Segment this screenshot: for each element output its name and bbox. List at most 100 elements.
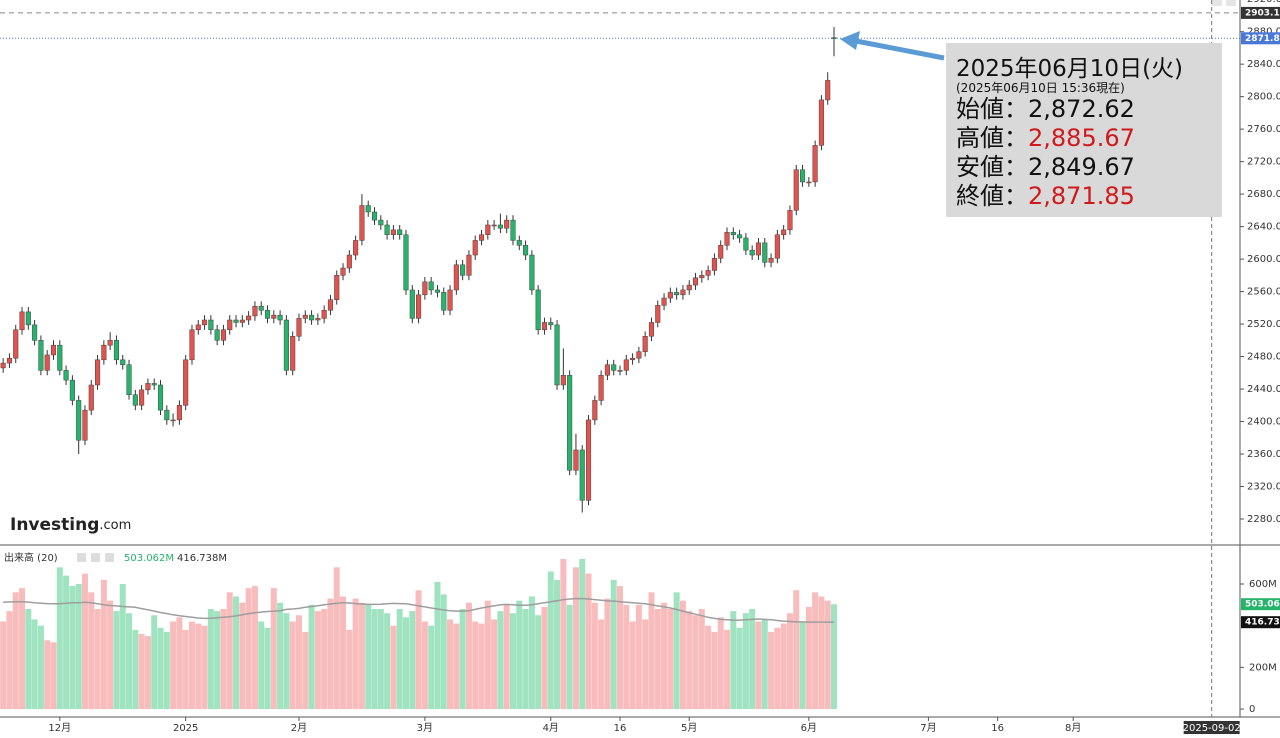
volume-bar (724, 629, 731, 710)
volume-bar (673, 592, 680, 710)
candle-body (176, 405, 182, 421)
candle-body (25, 311, 31, 326)
volume-bar (484, 600, 491, 710)
info-rows: 始値：2,872.62 高値：2,885.67 安値：2,849.67 終値：2,87… (956, 95, 1135, 211)
volume-bar (780, 623, 787, 710)
candle-body (309, 314, 315, 321)
icon[interactable] (1226, 0, 1236, 6)
volume-tag-label: 503.062M (1245, 600, 1280, 610)
candle-body (63, 370, 69, 381)
candle-body (113, 340, 119, 361)
volume-bar (818, 596, 825, 710)
candle-body (145, 383, 151, 391)
volume-bar (730, 611, 737, 710)
last-price-label: 2871.85 (1245, 34, 1280, 44)
y-tick-label: 2680.00 (1247, 189, 1280, 200)
candle-body (598, 374, 604, 401)
candle-body (371, 211, 378, 221)
candle-body (359, 205, 365, 241)
candle-body (466, 254, 472, 276)
candle-body (705, 270, 711, 276)
candle-body (353, 240, 359, 256)
volume-bar (75, 583, 82, 710)
candle-body (781, 229, 787, 235)
volume-bar (0, 621, 7, 710)
volume-bar (327, 598, 334, 710)
candle-body (642, 336, 648, 352)
volume-bar (554, 579, 561, 710)
candle-body (32, 324, 38, 341)
volume-bar (390, 625, 397, 710)
volume-bar (831, 604, 838, 710)
candle-body (460, 264, 466, 276)
arrow-head (840, 31, 860, 50)
info-row: 安値：2,849.67 (956, 153, 1135, 182)
volume-bar (107, 600, 114, 710)
candle-body (315, 318, 321, 321)
volume-bar (642, 619, 649, 710)
volume-bar (258, 621, 265, 710)
candle-body (472, 240, 478, 256)
candle-body (447, 289, 453, 311)
candle-body (340, 267, 346, 276)
volume-bar (365, 604, 372, 710)
info-box: 2025年06月10日(火) (2025年06月10日 15:36現在) 始値：… (946, 43, 1222, 217)
candle-body (504, 219, 510, 229)
volume-ma-tag (1241, 616, 1280, 629)
candle-body (718, 245, 724, 259)
volume-bar (648, 592, 655, 710)
candle-body (485, 224, 491, 235)
candle-body (126, 364, 132, 395)
volume-bar (761, 619, 768, 710)
y-tick-label: 2400.00 (1247, 417, 1280, 428)
candle-body (283, 319, 289, 371)
volume-bar (63, 575, 70, 710)
y-tick-label: 2720.00 (1247, 157, 1280, 168)
info-label: 高値： (956, 124, 1028, 152)
volume-tag (1241, 598, 1280, 611)
candle-body (661, 297, 667, 306)
candle-body (692, 277, 699, 286)
x-tick-label: 7月 (920, 722, 936, 734)
candle-body (227, 319, 233, 331)
volume-bar (711, 631, 718, 710)
candle-body (107, 340, 113, 346)
volume-bar (384, 613, 391, 710)
info-label: 終値： (956, 182, 1028, 210)
candle-body (560, 374, 566, 386)
volume-bar (635, 604, 642, 710)
candle-body (195, 324, 201, 331)
candle-body (818, 99, 824, 146)
volume-bar (509, 613, 516, 710)
icon[interactable] (91, 553, 100, 562)
candle-body (585, 419, 592, 501)
candle-body (793, 169, 799, 211)
volume-bar (591, 602, 598, 710)
icon[interactable] (1212, 0, 1222, 6)
volume-bar (415, 590, 422, 710)
volume-bar (402, 617, 409, 710)
volume-bar (69, 586, 76, 710)
candle-body (724, 232, 730, 246)
candle-body (264, 310, 271, 319)
candle-body (611, 364, 617, 371)
icon[interactable] (105, 553, 114, 562)
candle-body (397, 229, 403, 235)
candle-body (258, 305, 264, 311)
candle-body (0, 362, 6, 369)
candle-body (806, 181, 812, 184)
volume-bar (396, 609, 403, 710)
volume-title: 出来高 (20) (4, 551, 58, 564)
candle-body (19, 311, 25, 331)
candle-body (170, 419, 176, 422)
candle-body (737, 234, 743, 239)
candle-body (478, 234, 485, 241)
candle-body (812, 145, 818, 183)
volume-tick-label: 200M (1249, 662, 1277, 673)
candle-body (825, 80, 831, 101)
icon[interactable] (77, 553, 86, 562)
candle-body (573, 449, 579, 471)
volume-bar (472, 621, 479, 710)
volume-bar (705, 625, 712, 710)
